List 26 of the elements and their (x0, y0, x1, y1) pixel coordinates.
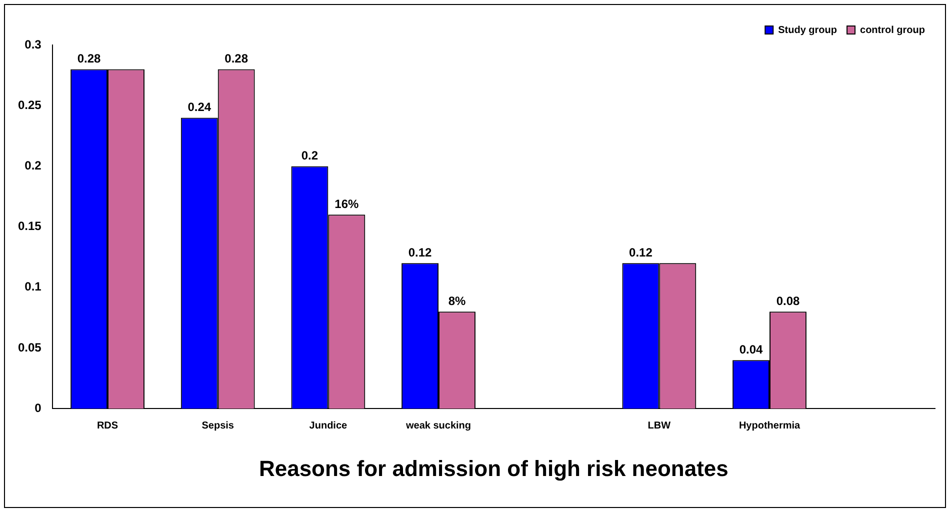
x-tick-label: Jundice (309, 420, 348, 432)
data-label: 0.2 (301, 148, 318, 163)
data-label: 0.12 (629, 245, 653, 260)
x-axis-title: Reasons for admission of high risk neonates (258, 456, 728, 481)
data-label: 0.08 (776, 294, 800, 308)
y-tick-label: 0.1 (24, 280, 42, 294)
data-label: 0.04 (739, 342, 764, 356)
y-tick-label: 0.25 (18, 98, 42, 112)
data-label: 8% (448, 294, 466, 308)
data-label: 0.12 (408, 245, 432, 260)
data-label: 0.24 (188, 100, 212, 114)
x-tick-label: Sepsis (202, 420, 234, 432)
y-tick-label: 0.2 (24, 158, 42, 173)
x-tick-label: weak sucking (404, 420, 472, 432)
y-tick-label: 0.05 (18, 340, 42, 354)
data-label: 16% (334, 196, 359, 211)
y-tick-label: 0.15 (18, 219, 42, 234)
legend-label: Study group (778, 24, 838, 36)
x-tick-label: RDS (96, 420, 118, 432)
x-tick-label: Hypothermia (738, 420, 801, 432)
y-tick-label: 0 (34, 400, 42, 415)
legend-label: control group (860, 24, 926, 36)
data-label: 0.28 (224, 52, 248, 66)
y-tick-label: 0.3 (24, 37, 42, 52)
data-label: 0.28 (77, 52, 102, 66)
x-tick-label: LBW (648, 420, 672, 432)
